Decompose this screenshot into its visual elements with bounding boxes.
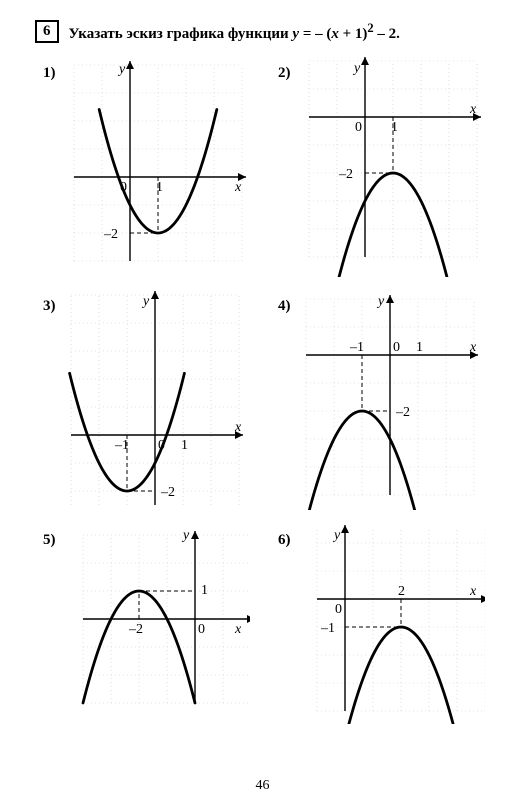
panel-2: 2) 0 1 –2 x y	[270, 57, 490, 280]
svg-text:y: y	[376, 294, 385, 309]
panel-4: 4) –1 0 1 –2 x y	[270, 290, 490, 513]
panel-6: 6) 0 2 –1 x y	[270, 524, 490, 747]
question-number-box: 6	[35, 20, 59, 43]
svg-text:0: 0	[355, 120, 362, 135]
svg-text:y: y	[352, 61, 361, 76]
svg-text:x: x	[469, 102, 477, 117]
page-number: 46	[0, 778, 525, 794]
svg-text:0: 0	[393, 340, 400, 355]
panel-label: 1)	[43, 65, 56, 82]
svg-text:–2: –2	[160, 485, 175, 500]
svg-text:x: x	[234, 420, 242, 435]
question-header: 6 Указать эскиз графика функции y = – (x…	[35, 20, 490, 43]
svg-text:1: 1	[416, 340, 423, 355]
svg-text:–2: –2	[338, 167, 353, 182]
panel-3: 3) –1 0 1 –2 x y	[35, 290, 255, 513]
panel-1: 1) 0 1 –2 x y	[35, 57, 255, 280]
panel-label: 6)	[278, 532, 291, 549]
svg-text:–1: –1	[349, 340, 364, 355]
panel-5: 5) –2 0 1 x y	[35, 524, 255, 747]
svg-text:–2: –2	[128, 622, 143, 637]
svg-text:x: x	[469, 340, 477, 355]
svg-text:–2: –2	[103, 227, 118, 242]
svg-text:0: 0	[335, 602, 342, 617]
question-text: Указать эскиз графика функции y = – (x +…	[69, 26, 400, 42]
panels-grid: 1)01–2xy2)01–2xy3)–101–2xy4)–101–2xy5)–2…	[35, 57, 490, 747]
svg-text:1: 1	[156, 180, 163, 195]
panel-label: 4)	[278, 298, 291, 315]
chart-svg: –1 0 1 –2 x y	[55, 290, 250, 510]
panel-label: 2)	[278, 65, 291, 82]
chart-svg: 0 1 –2 x y	[55, 57, 250, 277]
svg-text:x: x	[469, 584, 477, 599]
panel-label: 3)	[43, 298, 56, 315]
svg-text:–1: –1	[320, 621, 335, 636]
svg-text:x: x	[234, 180, 242, 195]
svg-text:y: y	[141, 294, 150, 309]
svg-text:1: 1	[181, 438, 188, 453]
svg-text:1: 1	[201, 583, 208, 598]
chart-svg: –2 0 1 x y	[55, 524, 250, 724]
svg-text:y: y	[181, 528, 190, 543]
svg-text:0: 0	[158, 438, 165, 453]
svg-text:0: 0	[198, 622, 205, 637]
svg-text:x: x	[234, 622, 242, 637]
svg-text:y: y	[332, 528, 341, 543]
svg-text:–2: –2	[395, 405, 410, 420]
chart-svg: –1 0 1 –2 x y	[290, 290, 485, 510]
chart-svg: 0 1 –2 x y	[290, 57, 485, 277]
svg-text:0: 0	[120, 180, 127, 195]
chart-svg: 0 2 –1 x y	[290, 524, 485, 724]
svg-text:–1: –1	[114, 438, 129, 453]
panel-label: 5)	[43, 532, 56, 549]
svg-text:2: 2	[398, 584, 405, 599]
svg-text:y: y	[117, 62, 126, 77]
svg-text:1: 1	[391, 120, 398, 135]
